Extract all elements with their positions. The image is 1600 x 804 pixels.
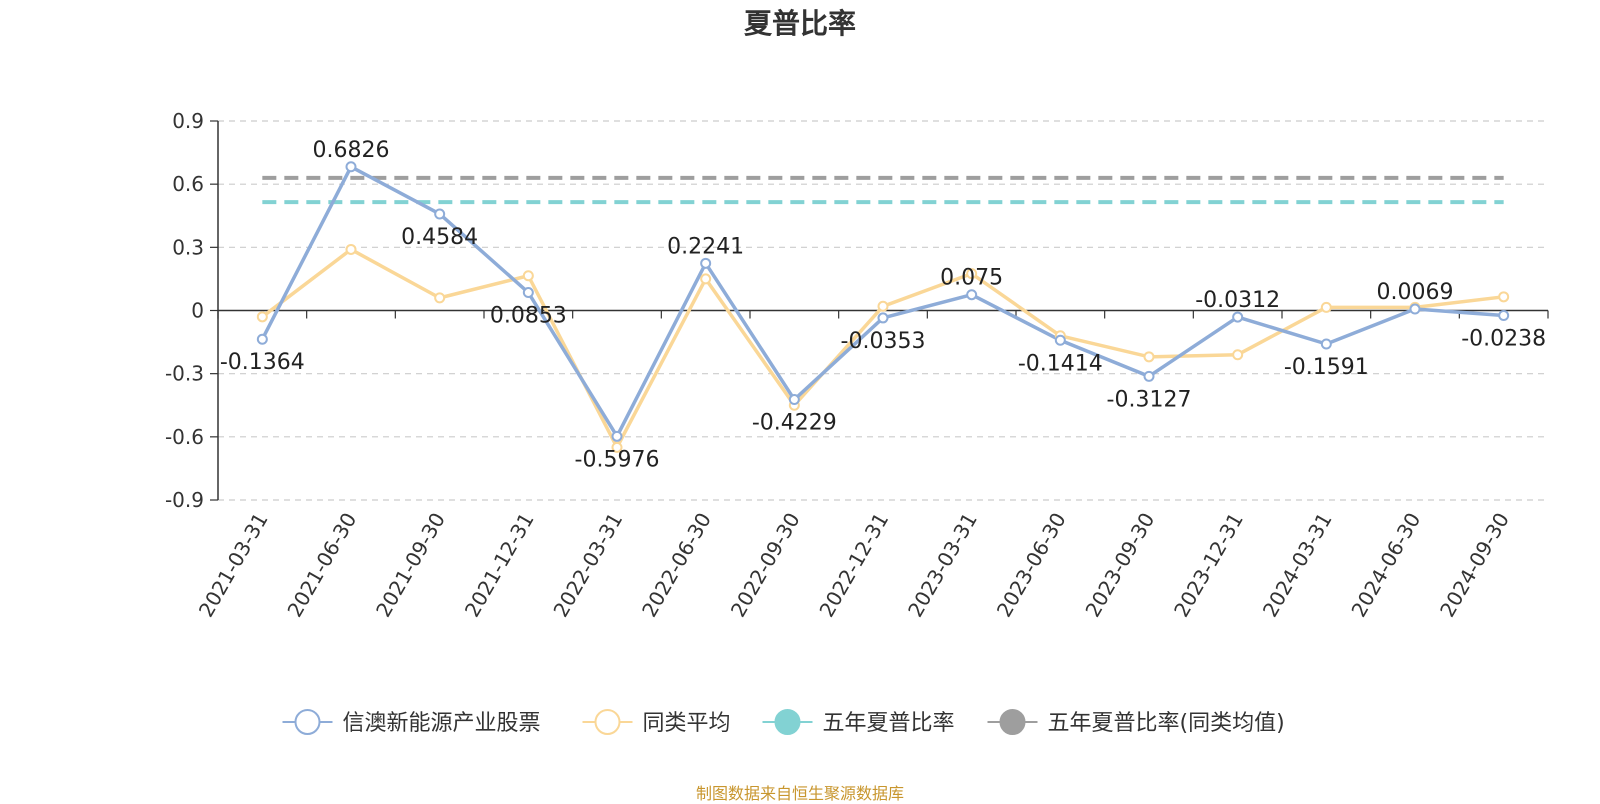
y-tick-label: -0.3 — [165, 362, 204, 386]
legend-label: 五年夏普比率(同类均值) — [1048, 711, 1285, 736]
data-source-note: 制图数据来自恒生聚源数据库 — [695, 784, 904, 803]
x-tick-label: 2023-09-30 — [1080, 509, 1159, 622]
x-tick-label: 2022-12-31 — [814, 509, 893, 622]
data-point — [700, 257, 712, 269]
y-tick-label: 0.3 — [172, 235, 204, 259]
data-label: -0.5976 — [575, 447, 660, 472]
data-point — [1232, 349, 1244, 361]
x-tick-label: 2023-03-31 — [903, 509, 982, 622]
data-label: 0.0853 — [490, 304, 567, 329]
data-label: -0.1364 — [220, 350, 305, 375]
legend-marker — [774, 709, 801, 735]
data-label: -0.1414 — [1018, 351, 1103, 376]
x-tick-label: 2021-09-30 — [371, 508, 450, 621]
data-point — [1143, 351, 1155, 363]
x-tick-label: 2023-06-30 — [992, 509, 1071, 622]
legend-marker — [999, 709, 1026, 735]
data-point — [611, 430, 623, 442]
y-tick-label: 0.9 — [172, 109, 204, 133]
reference-lines — [262, 175, 1504, 205]
x-tick-label: 2021-06-30 — [282, 509, 361, 622]
legend-label: 五年夏普比率 — [823, 711, 955, 736]
legend-item: 五年夏普比率 — [762, 709, 955, 736]
legend-label: 同类平均 — [643, 711, 731, 736]
x-tick-label: 2022-09-30 — [726, 509, 805, 622]
x-tick-label: 2024-06-30 — [1346, 509, 1425, 622]
data-label: -0.4229 — [752, 411, 837, 436]
data-point — [256, 333, 268, 345]
x-tick-label: 2022-06-30 — [637, 509, 716, 622]
data-point — [611, 441, 623, 453]
x-tick-label: 2021-03-31 — [194, 509, 273, 622]
x-tick-label: 2024-09-30 — [1435, 509, 1514, 622]
data-point — [700, 273, 712, 285]
data-point — [966, 289, 978, 301]
data-point — [1320, 338, 1332, 350]
data-point — [877, 312, 889, 324]
data-point — [1232, 311, 1244, 323]
x-tick-label: 2022-03-31 — [548, 509, 627, 622]
data-label: -0.3127 — [1107, 387, 1192, 412]
data-point — [345, 243, 357, 255]
legend: 信澳新能源产业股票 同类平均 五年夏普比率 五年夏普比率(同类均值) — [282, 709, 1285, 736]
data-label: -0.0312 — [1195, 288, 1280, 313]
legend-item: 信澳新能源产业股票 — [282, 709, 541, 736]
data-point — [1320, 301, 1332, 313]
x-tick-label: 2024-03-31 — [1258, 509, 1337, 622]
legend-label: 信澳新能源产业股票 — [343, 711, 541, 736]
data-point — [1498, 291, 1510, 303]
legend-marker — [594, 709, 621, 735]
data-point — [1498, 310, 1510, 322]
x-tick-label: 2021-12-31 — [460, 509, 539, 622]
y-tick-label: 0.6 — [172, 172, 204, 196]
data-point — [434, 208, 446, 220]
y-tick-label: -0.9 — [165, 488, 204, 512]
data-label: 0.6826 — [313, 138, 390, 163]
data-point — [877, 300, 889, 312]
data-label: 0.0069 — [1377, 280, 1454, 305]
data-point — [1054, 334, 1066, 346]
legend-item: 五年夏普比率(同类均值) — [987, 709, 1285, 736]
data-point — [1143, 370, 1155, 382]
data-point — [788, 394, 800, 406]
data-label: -0.0353 — [841, 329, 926, 354]
legend-item: 同类平均 — [582, 709, 731, 736]
data-point — [966, 268, 978, 280]
legend-marker — [294, 709, 321, 735]
data-label: -0.1591 — [1284, 355, 1369, 380]
chart-title: 夏普比率 — [744, 7, 856, 40]
data-point — [345, 161, 357, 173]
data-labels: -0.1364 0.6826 0.4584 0.0853 -0.5976 0.2241 -0… — [220, 138, 1546, 473]
data-label: 0.4584 — [401, 225, 478, 250]
grid-lines — [218, 120, 1548, 501]
y-tick-label: 0 — [191, 299, 204, 323]
data-label: 0.2241 — [667, 234, 744, 259]
data-point — [522, 270, 534, 282]
data-point — [1409, 303, 1421, 315]
data-point — [434, 292, 446, 304]
data-point — [256, 311, 268, 323]
data-label: -0.0238 — [1461, 327, 1546, 352]
series-points — [256, 161, 1510, 453]
data-label: 0.075 — [940, 266, 1003, 291]
data-point — [522, 287, 534, 299]
y-tick-label: -0.6 — [165, 425, 204, 449]
x-tick-label: 2023-12-31 — [1169, 509, 1248, 622]
